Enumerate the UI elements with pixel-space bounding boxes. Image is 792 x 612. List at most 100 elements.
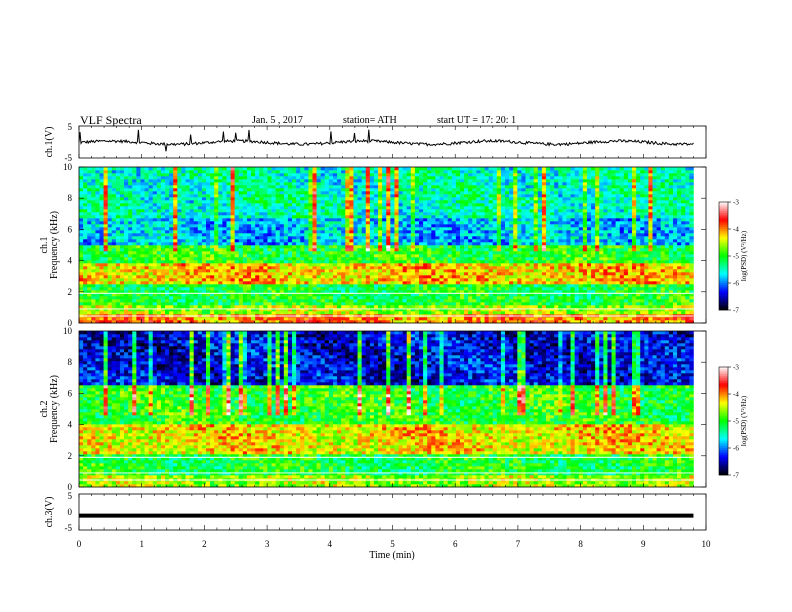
ch1-spec-cell bbox=[386, 290, 391, 294]
ch1-spec-cell bbox=[349, 320, 354, 324]
ch1-spec-cell bbox=[230, 296, 235, 300]
ch1-spec-cell bbox=[300, 242, 305, 246]
ch1-spec-cell bbox=[574, 227, 580, 231]
ch1-spec-cell bbox=[390, 227, 395, 231]
ch1-spec-cell bbox=[386, 251, 391, 255]
ch1-spec-cell bbox=[308, 305, 313, 309]
ch1-spec-cell bbox=[136, 308, 141, 312]
ch1-spec-cell bbox=[251, 299, 256, 303]
ch1-spec-cell bbox=[177, 290, 182, 294]
ch1-spec-cell bbox=[451, 263, 457, 267]
ch1-spec-cell bbox=[537, 242, 543, 246]
ch1-spec-cell bbox=[484, 308, 489, 312]
ch1-spec-cell bbox=[304, 278, 309, 282]
ch1-spec-cell bbox=[464, 320, 469, 324]
ch1-spec-cell bbox=[681, 284, 686, 288]
ch1-spec-cell bbox=[537, 296, 543, 300]
ch1-spec-cell bbox=[124, 305, 129, 309]
ch1-spec-cell bbox=[103, 251, 108, 255]
ch1-spec-cell bbox=[115, 305, 121, 309]
ch1-spec-cell bbox=[562, 272, 567, 276]
ch1-spec-cell bbox=[382, 242, 387, 246]
ch1-spec-cell bbox=[173, 278, 178, 282]
ch1-spec-cell bbox=[201, 287, 207, 291]
ch1-spec-cell bbox=[410, 320, 416, 324]
ch1-spec-cell bbox=[517, 320, 522, 324]
ch1-spec-cell bbox=[464, 281, 469, 285]
ch1-spec-cell bbox=[279, 251, 285, 255]
ch1-spec-cell bbox=[210, 284, 215, 288]
ch1-spec-cell bbox=[271, 230, 276, 234]
ch1-spec-cell bbox=[656, 305, 661, 309]
ch1-spec-cell bbox=[246, 296, 252, 300]
ch1-spec-cell bbox=[251, 224, 256, 228]
ch1-spec-cell bbox=[173, 254, 178, 258]
ch1-spec-cell bbox=[152, 293, 158, 297]
ch1-spec-cell bbox=[394, 227, 399, 231]
ch1-spec-cell bbox=[259, 299, 264, 303]
ch1-spec-cell bbox=[537, 281, 543, 285]
ch1-spec-cell bbox=[435, 230, 440, 234]
ch1-spec-cell bbox=[664, 299, 670, 303]
ch1-spec-cell bbox=[402, 272, 408, 276]
ch1-spec-cell bbox=[566, 296, 571, 300]
ch1-spec-cell bbox=[533, 254, 539, 258]
ch1-spec-cell bbox=[369, 242, 375, 246]
ch1-spec-cell bbox=[664, 287, 670, 291]
ch1-spec-cell bbox=[656, 263, 661, 267]
ch1-spec-cell bbox=[521, 293, 526, 297]
ch1-spec-cell bbox=[607, 236, 612, 240]
ch1-spec-cell bbox=[390, 257, 395, 261]
ch1-spec-cell bbox=[287, 236, 293, 240]
ch1-spec-cell bbox=[578, 296, 584, 300]
ch1-spec-cell bbox=[365, 266, 371, 270]
ch1-spec-cell bbox=[427, 266, 432, 270]
ch1-spec-cell bbox=[238, 245, 244, 249]
ch1-spec-cell bbox=[574, 242, 580, 246]
ch1-spec-cell bbox=[554, 317, 559, 321]
ch1-spec-cell bbox=[521, 230, 526, 234]
ch1-spec-cell bbox=[119, 293, 125, 297]
ch1-spec-cell bbox=[492, 233, 498, 237]
ch1-spec-cell bbox=[156, 236, 162, 240]
ch1-spec-cell bbox=[124, 296, 129, 300]
ch1-spec-cell bbox=[472, 245, 477, 249]
ch1-spec-cell bbox=[255, 281, 260, 285]
ch1-spec-cell bbox=[492, 242, 498, 246]
ch1-spec-cell bbox=[332, 239, 338, 243]
ch1-spec-cell bbox=[611, 239, 616, 243]
ch1-spec-cell bbox=[267, 260, 272, 264]
ch1-spec-cell bbox=[570, 281, 575, 285]
ch1-spec-cell bbox=[537, 269, 543, 273]
ch1-spec-cell bbox=[189, 281, 194, 285]
ch1-spec-cell bbox=[214, 308, 219, 312]
ch1-spec-cell bbox=[484, 233, 489, 237]
ch1-spec-cell bbox=[595, 242, 600, 246]
ch1-spec-cell bbox=[337, 239, 342, 243]
ch1-spec-cell bbox=[259, 236, 264, 240]
ch1-spec-cell bbox=[414, 296, 420, 300]
ch1-spec-cell bbox=[173, 311, 178, 315]
ch1-spec-cell bbox=[627, 281, 633, 285]
ch1-spec-cell bbox=[386, 230, 391, 234]
ch1-spec-cell bbox=[558, 290, 563, 294]
ch1-spec-cell bbox=[378, 269, 383, 273]
ch1-spec-cell bbox=[459, 299, 465, 303]
ch1-spec-cell bbox=[582, 287, 588, 291]
ch1-spec-cell bbox=[115, 320, 121, 324]
ch1-spec-cell bbox=[99, 227, 104, 231]
ch1-spec-cell bbox=[140, 281, 145, 285]
ch1-spec-cell bbox=[185, 296, 190, 300]
ch1-spec-cell bbox=[595, 296, 600, 300]
ch1-spec-cell bbox=[496, 251, 502, 255]
ch1-spec-cell bbox=[181, 266, 186, 270]
ch1-spec-cell bbox=[332, 245, 338, 249]
ch1-spec-cell bbox=[124, 317, 129, 321]
ch1-spec-cell bbox=[451, 281, 457, 285]
ch1-spec-cell bbox=[677, 251, 682, 255]
ch1-spec-cell bbox=[177, 284, 182, 288]
ch1-spec-cell bbox=[509, 308, 514, 312]
ch1-spec-cell bbox=[509, 320, 514, 324]
ch1-spec-cell bbox=[419, 242, 424, 246]
ch1-spec-cell bbox=[627, 308, 633, 312]
